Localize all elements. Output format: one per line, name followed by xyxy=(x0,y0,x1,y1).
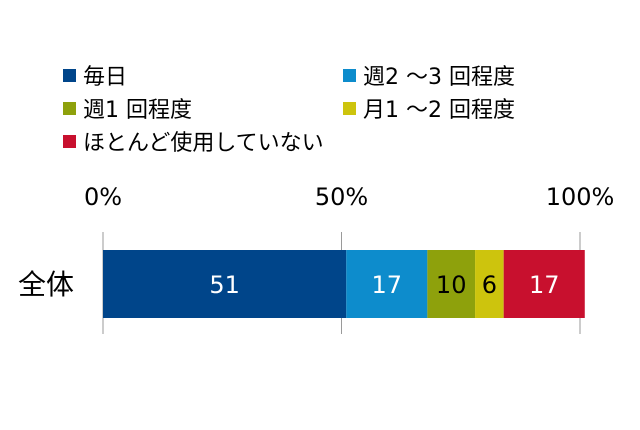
legend-label-series-2: 週1 回程度 xyxy=(83,98,192,123)
legend-swatch-series-1 xyxy=(343,69,356,82)
data-label-series-0: 51 xyxy=(209,271,240,299)
legend-label-series-3: 月1 ～2 回程度 xyxy=(363,98,515,123)
legend-swatch-series-2 xyxy=(63,102,76,115)
data-label-series-2: 10 xyxy=(436,271,467,299)
legend-label-series-4: ほとんど使用していない xyxy=(83,131,324,156)
bar-segment-series-4 xyxy=(503,250,585,318)
x-tick-label: 100% xyxy=(546,183,615,211)
bar-segment-series-3 xyxy=(475,250,504,318)
data-label-series-3: 6 xyxy=(482,271,497,299)
legend-swatch-series-3 xyxy=(343,102,356,115)
x-tick-label: 0% xyxy=(84,183,122,211)
bar-segment-series-0 xyxy=(103,250,347,318)
legend-swatch-series-4 xyxy=(63,135,76,148)
legend-swatch-series-0 xyxy=(63,69,76,82)
x-tick-label: 50% xyxy=(315,183,368,211)
data-label-series-1: 17 xyxy=(372,271,403,299)
x-axis-ticks: 0% 50% 100% xyxy=(84,183,614,211)
bars xyxy=(103,250,585,318)
category-labels: 全体 xyxy=(18,268,74,301)
legend-label-series-1: 週2 ～3 回程度 xyxy=(363,65,515,90)
data-label-series-4: 17 xyxy=(529,271,560,299)
bar-segment-series-1 xyxy=(346,250,428,318)
category-label: 全体 xyxy=(18,268,74,301)
data-labels: 51 17 10 6 17 xyxy=(209,271,559,299)
legend-label-series-0: 毎日 xyxy=(83,65,127,90)
bar-segment-series-2 xyxy=(427,250,476,318)
